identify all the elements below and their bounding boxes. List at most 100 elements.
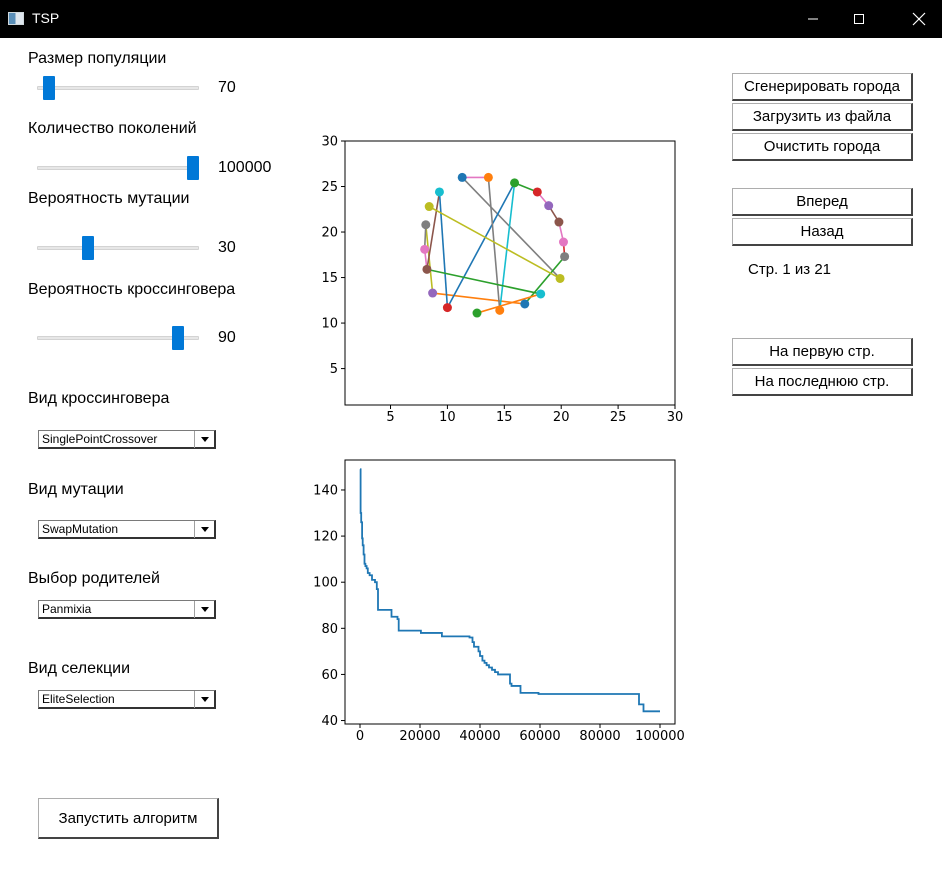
y-tick-label: 15 (321, 271, 338, 286)
y-tick-label: 5 (330, 362, 338, 377)
route-segment (426, 191, 441, 270)
generations-slider[interactable] (37, 156, 199, 180)
fitness-chart: 0 20000 40000 60000 80000 100000 40 60 80 100 120 1… (313, 459, 685, 744)
page-status: Стр. 1 из 21 (748, 261, 831, 278)
x-tick-label: 0 (356, 729, 364, 744)
selection-type-select[interactable]: EliteSelection (38, 690, 216, 709)
route-chart: 5 10 15 20 25 30 5 10 15 20 25 30 (321, 135, 684, 426)
chevron-down-icon[interactable] (194, 521, 214, 538)
maximize-icon (854, 14, 864, 24)
plot-frame (344, 140, 676, 406)
population-value: 70 (218, 79, 236, 96)
forward-button[interactable]: Вперед (732, 188, 913, 216)
chevron-down-icon[interactable] (194, 691, 214, 708)
mutation-type-value: SwapMutation (42, 522, 119, 536)
city-point (424, 202, 434, 212)
crossover-prob-value: 90 (218, 329, 236, 346)
route-segment (432, 292, 525, 305)
crossover-type-select[interactable]: SinglePointCrossover (38, 430, 216, 449)
minimize-icon (808, 18, 818, 20)
city-point (495, 305, 505, 315)
mutation-prob-label: Вероятность мутации (28, 190, 190, 207)
x-tick-label: 15 (496, 410, 513, 425)
parent-selection-value: Panmixia (42, 602, 92, 616)
city-point (420, 244, 430, 254)
city-point (510, 178, 520, 188)
city-point (536, 289, 546, 299)
city-point (532, 187, 542, 197)
crossover-prob-slider[interactable] (37, 326, 199, 350)
x-tick-label: 40000 (459, 729, 500, 744)
x-tick-label: 100000 (635, 729, 685, 744)
x-tick-label: 30 (667, 410, 684, 425)
slider-handle[interactable] (43, 76, 55, 100)
slider-groove (37, 246, 199, 250)
y-tick-label: 60 (321, 668, 338, 683)
parent-selection-select[interactable]: Panmixia (38, 600, 216, 619)
route-segment (446, 182, 516, 308)
slider-groove (37, 166, 199, 170)
mutation-type-label: Вид мутации (28, 481, 124, 498)
selection-type-label: Вид селекции (28, 660, 131, 677)
close-icon (912, 12, 926, 26)
city-point (554, 217, 564, 227)
load-from-file-button[interactable]: Загрузить из файла (732, 103, 913, 131)
parent-selection-label: Выбор родителей (28, 570, 160, 587)
generations-value: 100000 (218, 159, 272, 176)
y-tick-label: 20 (321, 226, 338, 241)
city-point (560, 252, 570, 262)
slider-handle[interactable] (82, 236, 94, 260)
window-title: TSP (32, 10, 60, 26)
city-point (434, 187, 444, 197)
maximize-button[interactable] (836, 0, 882, 38)
y-tick-label: 10 (321, 317, 338, 332)
clear-cities-button[interactable]: Очистить города (732, 133, 913, 161)
chevron-down-icon[interactable] (194, 601, 214, 618)
app-icon (8, 12, 24, 25)
mutation-prob-value: 30 (218, 239, 236, 256)
route-segment (428, 205, 561, 280)
crossover-type-value: SinglePointCrossover (42, 432, 158, 446)
mutation-prob-slider[interactable] (37, 236, 199, 260)
route-segment (476, 293, 541, 314)
generate-cities-button[interactable]: Сгенерировать города (732, 73, 913, 101)
mutation-type-select[interactable]: SwapMutation (38, 520, 216, 539)
close-button[interactable] (896, 0, 942, 38)
x-tick-label: 25 (610, 410, 627, 425)
last-page-button[interactable]: На последнюю стр. (732, 368, 913, 396)
x-tick-label: 10 (439, 410, 456, 425)
back-button[interactable]: Назад (732, 218, 913, 246)
city-point (422, 264, 432, 274)
city-point (428, 288, 438, 298)
fitness-line (359, 468, 660, 713)
city-point (520, 299, 530, 309)
population-slider[interactable] (37, 76, 199, 100)
route-segment (426, 268, 541, 295)
x-tick-label: 80000 (579, 729, 620, 744)
run-algorithm-button[interactable]: Запустить алгоритм (38, 798, 219, 839)
y-tick-label: 80 (321, 622, 338, 637)
route-segment (461, 176, 561, 280)
slider-handle[interactable] (172, 326, 184, 350)
slider-handle[interactable] (187, 156, 199, 180)
first-page-button[interactable]: На первую стр. (732, 338, 913, 366)
title-bar: TSP (0, 0, 942, 38)
x-tick-label: 5 (386, 410, 394, 425)
x-tick-label: 20 (553, 410, 570, 425)
city-point (555, 273, 565, 283)
minimize-button[interactable] (790, 0, 836, 38)
y-tick-label: 120 (313, 530, 338, 545)
slider-groove (37, 336, 199, 340)
city-point (544, 201, 554, 211)
city-point (472, 308, 482, 318)
selection-type-value: EliteSelection (42, 692, 115, 706)
city-point (442, 303, 452, 313)
city-point (421, 220, 431, 230)
route-segment (487, 177, 501, 311)
slider-groove (37, 86, 199, 90)
x-tick-label: 60000 (519, 729, 560, 744)
population-label: Размер популяции (28, 50, 167, 67)
city-point (483, 172, 493, 182)
x-tick-label: 20000 (399, 729, 440, 744)
chevron-down-icon[interactable] (194, 431, 214, 448)
